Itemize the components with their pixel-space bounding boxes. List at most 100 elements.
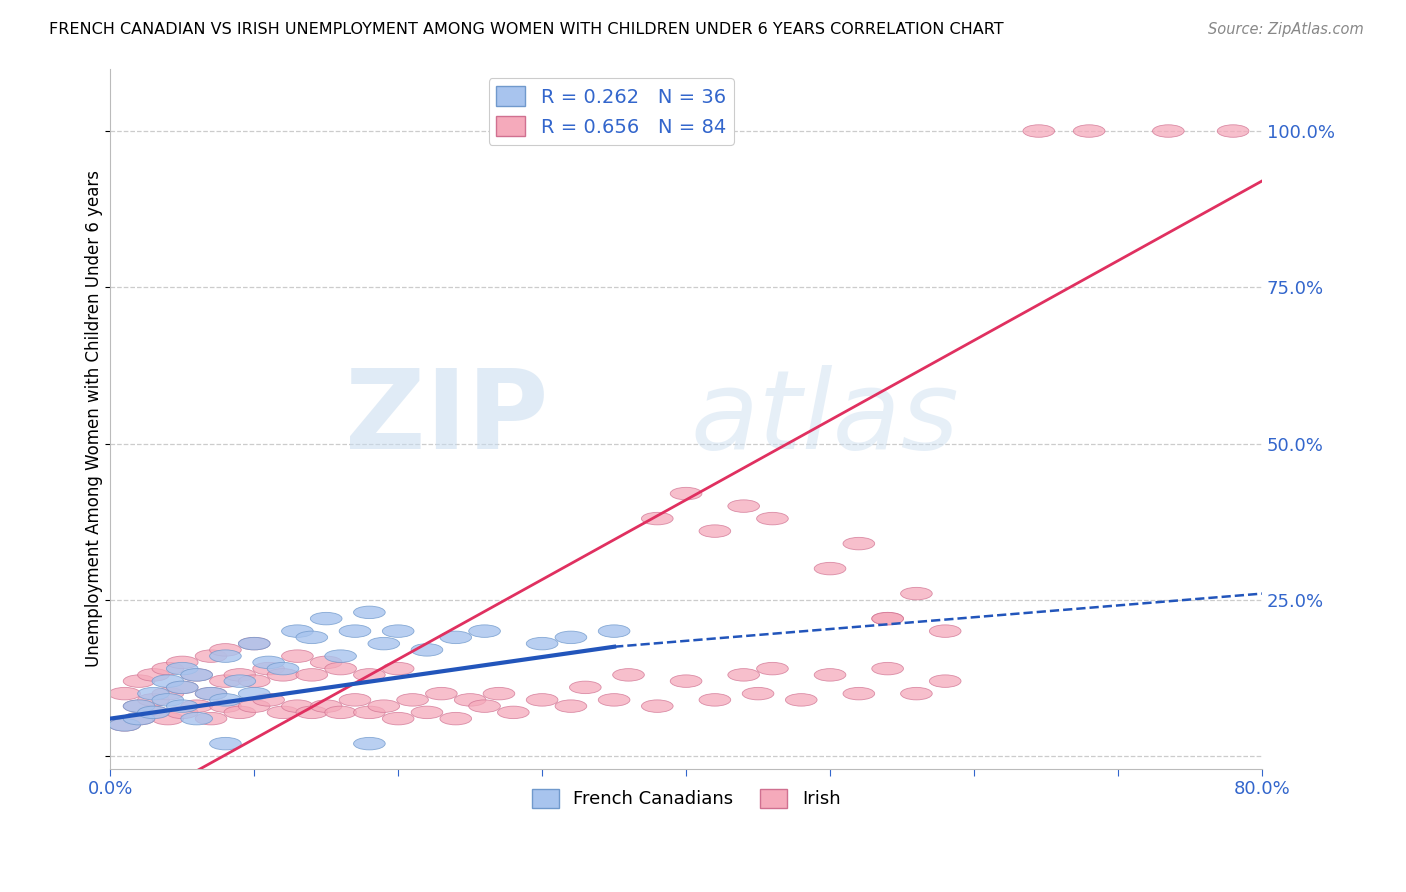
Ellipse shape — [166, 657, 198, 669]
Ellipse shape — [181, 669, 212, 681]
Ellipse shape — [181, 669, 212, 681]
Ellipse shape — [569, 681, 602, 694]
Ellipse shape — [484, 688, 515, 700]
Ellipse shape — [353, 606, 385, 619]
Ellipse shape — [209, 700, 242, 713]
Ellipse shape — [281, 700, 314, 713]
Ellipse shape — [124, 700, 155, 713]
Ellipse shape — [353, 706, 385, 719]
Ellipse shape — [426, 688, 457, 700]
Ellipse shape — [224, 669, 256, 681]
Ellipse shape — [454, 694, 486, 706]
Ellipse shape — [929, 675, 962, 688]
Ellipse shape — [152, 694, 184, 706]
Ellipse shape — [253, 663, 284, 675]
Ellipse shape — [901, 587, 932, 599]
Ellipse shape — [195, 650, 226, 663]
Ellipse shape — [411, 644, 443, 657]
Ellipse shape — [239, 700, 270, 713]
Text: ZIP: ZIP — [344, 365, 548, 472]
Ellipse shape — [699, 694, 731, 706]
Ellipse shape — [195, 713, 226, 725]
Ellipse shape — [699, 524, 731, 537]
Ellipse shape — [267, 706, 299, 719]
Ellipse shape — [555, 700, 586, 713]
Ellipse shape — [382, 625, 413, 638]
Ellipse shape — [297, 706, 328, 719]
Ellipse shape — [239, 638, 270, 650]
Ellipse shape — [124, 713, 155, 725]
Ellipse shape — [267, 663, 299, 675]
Ellipse shape — [297, 632, 328, 644]
Ellipse shape — [253, 694, 284, 706]
Ellipse shape — [152, 713, 184, 725]
Ellipse shape — [641, 512, 673, 524]
Ellipse shape — [756, 512, 789, 524]
Ellipse shape — [209, 738, 242, 750]
Ellipse shape — [209, 675, 242, 688]
Ellipse shape — [325, 663, 357, 675]
Ellipse shape — [440, 713, 471, 725]
Legend: French Canadians, Irish: French Canadians, Irish — [524, 781, 848, 815]
Ellipse shape — [526, 694, 558, 706]
Ellipse shape — [209, 650, 242, 663]
Ellipse shape — [166, 700, 198, 713]
Ellipse shape — [353, 738, 385, 750]
Ellipse shape — [1153, 125, 1184, 137]
Ellipse shape — [814, 562, 846, 574]
Ellipse shape — [368, 638, 399, 650]
Ellipse shape — [844, 537, 875, 549]
Ellipse shape — [872, 663, 904, 675]
Ellipse shape — [166, 681, 198, 694]
Ellipse shape — [166, 681, 198, 694]
Ellipse shape — [297, 669, 328, 681]
Text: Source: ZipAtlas.com: Source: ZipAtlas.com — [1208, 22, 1364, 37]
Ellipse shape — [325, 706, 357, 719]
Ellipse shape — [671, 487, 702, 500]
Ellipse shape — [253, 657, 284, 669]
Ellipse shape — [239, 638, 270, 650]
Ellipse shape — [166, 663, 198, 675]
Ellipse shape — [138, 669, 169, 681]
Ellipse shape — [311, 657, 342, 669]
Ellipse shape — [929, 625, 962, 638]
Ellipse shape — [195, 688, 226, 700]
Ellipse shape — [872, 613, 904, 625]
Ellipse shape — [138, 694, 169, 706]
Ellipse shape — [844, 688, 875, 700]
Ellipse shape — [440, 632, 471, 644]
Ellipse shape — [281, 625, 314, 638]
Ellipse shape — [108, 688, 141, 700]
Ellipse shape — [555, 632, 586, 644]
Ellipse shape — [526, 638, 558, 650]
Ellipse shape — [124, 675, 155, 688]
Ellipse shape — [1218, 125, 1249, 137]
Ellipse shape — [224, 675, 256, 688]
Text: FRENCH CANADIAN VS IRISH UNEMPLOYMENT AMONG WOMEN WITH CHILDREN UNDER 6 YEARS CO: FRENCH CANADIAN VS IRISH UNEMPLOYMENT AM… — [49, 22, 1004, 37]
Ellipse shape — [209, 694, 242, 706]
Text: atlas: atlas — [690, 365, 959, 472]
Ellipse shape — [468, 625, 501, 638]
Ellipse shape — [224, 706, 256, 719]
Ellipse shape — [368, 700, 399, 713]
Ellipse shape — [181, 700, 212, 713]
Ellipse shape — [756, 663, 789, 675]
Ellipse shape — [166, 706, 198, 719]
Ellipse shape — [382, 663, 413, 675]
Ellipse shape — [742, 688, 773, 700]
Ellipse shape — [181, 713, 212, 725]
Ellipse shape — [641, 700, 673, 713]
Ellipse shape — [267, 669, 299, 681]
Ellipse shape — [311, 700, 342, 713]
Ellipse shape — [468, 700, 501, 713]
Ellipse shape — [498, 706, 529, 719]
Ellipse shape — [411, 706, 443, 719]
Ellipse shape — [396, 694, 429, 706]
Ellipse shape — [382, 713, 413, 725]
Ellipse shape — [138, 706, 169, 719]
Ellipse shape — [599, 694, 630, 706]
Ellipse shape — [108, 719, 141, 731]
Ellipse shape — [239, 675, 270, 688]
Ellipse shape — [728, 669, 759, 681]
Ellipse shape — [152, 675, 184, 688]
